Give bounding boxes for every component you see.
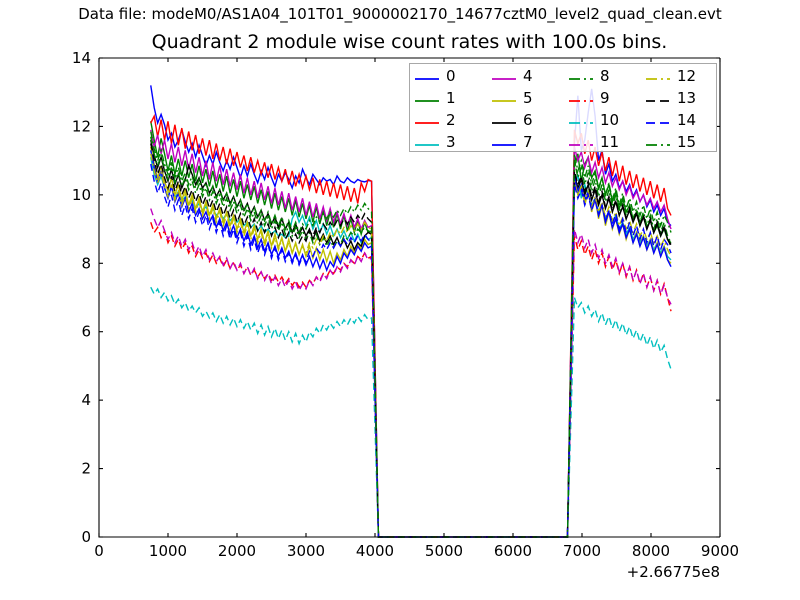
legend-entry-8: 8: [568, 66, 645, 86]
legend-line-swatch: [491, 70, 517, 82]
y-tick-label: 10: [72, 186, 91, 204]
legend-label: 1: [446, 88, 456, 107]
series-line-4: [150, 129, 672, 538]
legend-entry-0: 0: [414, 66, 491, 86]
legend-line-swatch: [645, 136, 671, 148]
legend-line-swatch: [491, 136, 517, 148]
legend-line-swatch: [414, 70, 440, 82]
y-tick-label: 2: [81, 460, 91, 478]
legend-label: 9: [600, 88, 610, 107]
x-tick-label: 4000: [356, 542, 394, 560]
y-tick-label: 14: [72, 49, 91, 67]
legend-label: 2: [446, 110, 456, 129]
legend-label: 7: [523, 132, 533, 151]
x-tick-label: 6000: [494, 542, 532, 560]
series-line-7: [150, 150, 672, 538]
x-tick-label: 2000: [218, 542, 256, 560]
legend-label: 14: [677, 110, 697, 129]
series-line-1: [150, 121, 672, 538]
x-tick-label: 3000: [287, 542, 325, 560]
series-line-9: [150, 222, 672, 538]
plot-title: Quadrant 2 module wise count rates with …: [151, 31, 668, 53]
legend-entry-9: 9: [568, 88, 645, 108]
data-file-label: Data file: modeM0/AS1A04_101T01_90000021…: [78, 5, 722, 23]
legend-entry-14: 14: [645, 110, 722, 130]
legend-entry-1: 1: [414, 88, 491, 108]
legend-line-swatch: [491, 114, 517, 126]
x-tick-label: 5000: [425, 542, 463, 560]
legend-line-swatch: [414, 114, 440, 126]
legend-entry-5: 5: [491, 88, 568, 108]
legend-entry-6: 6: [491, 110, 568, 130]
legend-entry-3: 3: [414, 132, 491, 152]
legend-label: 10: [600, 110, 620, 129]
legend-entry-13: 13: [645, 88, 722, 108]
y-tick-label: 6: [81, 323, 91, 341]
x-tick-label: 7000: [563, 542, 601, 560]
legend-entry-12: 12: [645, 66, 722, 86]
series-line-15: [150, 131, 672, 538]
ticks-layer: 0 1000 2000 3000 4000 5000 6000 7000 8000 9000 0 2 4…: [72, 49, 739, 581]
x-tick-label: 9000: [701, 542, 739, 560]
legend-line-swatch: [568, 92, 594, 104]
legend-entry-7: 7: [491, 132, 568, 152]
legend-entry-11: 11: [568, 132, 645, 152]
y-tick-label: 0: [81, 528, 91, 546]
legend-line-swatch: [645, 92, 671, 104]
legend-label: 4: [523, 66, 533, 85]
legend-grid: 0 4 8 12 1 5 9 13 2 6 10 14 3 7 11 15: [410, 64, 716, 151]
x-tick-label: 1000: [149, 542, 187, 560]
y-tick-label: 8: [81, 254, 91, 272]
legend-entry-2: 2: [414, 110, 491, 130]
legend-label: 15: [677, 132, 697, 151]
legend-label: 8: [600, 66, 610, 85]
y-tick-label: 12: [72, 117, 91, 135]
legend-label: 5: [523, 88, 533, 107]
legend-line-swatch: [414, 136, 440, 148]
legend-entry-4: 4: [491, 66, 568, 86]
series-line-11: [150, 208, 672, 538]
legend-line-swatch: [645, 114, 671, 126]
legend-line-swatch: [645, 70, 671, 82]
legend-label: 13: [677, 88, 697, 107]
series-line-2: [150, 113, 672, 538]
legend-entry-10: 10: [568, 110, 645, 130]
legend-entry-15: 15: [645, 132, 722, 152]
series-layer: [150, 85, 672, 538]
x-axis-offset-label: +2.66775e8: [627, 563, 720, 581]
legend-line-swatch: [568, 70, 594, 82]
legend-label: 11: [600, 132, 620, 151]
y-tick-label: 4: [81, 391, 91, 409]
legend-label: 3: [446, 132, 456, 151]
legend-line-swatch: [568, 136, 594, 148]
legend-label: 6: [523, 110, 533, 129]
series-line-12: [150, 153, 672, 538]
series-line-14: [150, 163, 672, 538]
legend: 0 4 8 12 1 5 9 13 2 6 10 14 3 7 11 15: [409, 63, 717, 152]
legend-line-swatch: [491, 92, 517, 104]
legend-line-swatch: [568, 114, 594, 126]
legend-label: 12: [677, 66, 697, 85]
legend-label: 0: [446, 66, 456, 85]
series-line-10: [150, 286, 672, 538]
x-tick-label: 0: [94, 542, 104, 560]
series-line-8: [150, 136, 672, 538]
x-tick-label: 8000: [632, 542, 670, 560]
series-line-13: [150, 143, 672, 538]
legend-line-swatch: [414, 92, 440, 104]
